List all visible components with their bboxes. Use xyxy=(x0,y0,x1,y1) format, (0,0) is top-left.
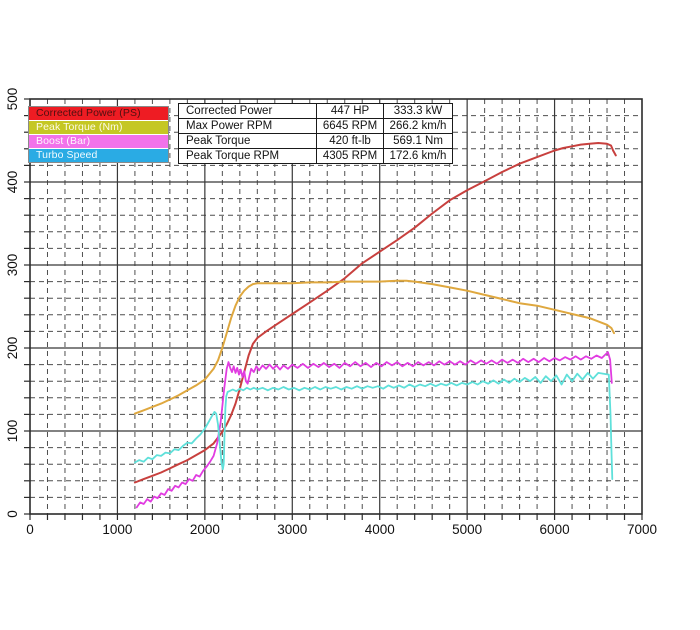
stat-value: 4305 RPM xyxy=(316,148,384,164)
y-axis-tick-label: 500 xyxy=(5,88,20,111)
stat-alt-value: 172.6 km/h xyxy=(383,148,453,164)
plot-border xyxy=(29,98,643,515)
stats-table: Corrected Power 447 HP 333.3 kW Max Powe… xyxy=(178,103,453,164)
y-axis-tick-label: 400 xyxy=(5,171,20,194)
stat-label: Corrected Power xyxy=(178,103,317,119)
stat-value: 6645 RPM xyxy=(316,118,384,134)
y-axis-tick-label: 300 xyxy=(5,254,20,277)
x-axis-tick-label: 1000 xyxy=(102,522,132,537)
stat-alt-value: 333.3 kW xyxy=(383,103,453,119)
legend-item-peak-torque: Peak Torque (Nm) xyxy=(29,121,168,134)
legend-item-boost: Boost (Bar) xyxy=(29,135,168,148)
x-axis-tick-label: 7000 xyxy=(627,522,657,537)
table-row: Peak Torque RPM 4305 RPM 172.6 km/h xyxy=(178,148,453,164)
x-axis-tick-label: 2000 xyxy=(190,522,220,537)
stat-label: Peak Torque xyxy=(178,133,317,149)
x-axis-tick-label: 0 xyxy=(26,522,34,537)
legend-item-corrected-power: Corrected Power (PS) xyxy=(29,107,168,120)
y-axis-tick-label: 200 xyxy=(5,337,20,360)
series-line-turbo-speed xyxy=(133,371,614,481)
y-axis-tick-label: 0 xyxy=(5,510,20,518)
x-axis-tick-label: 3000 xyxy=(277,522,307,537)
series-line-boost-bar xyxy=(135,351,613,509)
stat-alt-value: 569.1 Nm xyxy=(383,133,453,149)
x-axis-tick-label: 6000 xyxy=(540,522,570,537)
stat-value: 447 HP xyxy=(316,103,384,119)
table-row: Max Power RPM 6645 RPM 266.2 km/h xyxy=(178,118,453,134)
x-axis-tick-label: 4000 xyxy=(365,522,395,537)
table-row: Peak Torque 420 ft-lb 569.1 Nm xyxy=(178,133,453,149)
stat-label: Max Power RPM xyxy=(178,118,317,134)
series-line-peak-torque-nm xyxy=(133,279,615,415)
chart-legend: Corrected Power (PS) Peak Torque (Nm) Bo… xyxy=(28,106,169,163)
series-line-corrected-power-ps xyxy=(133,142,617,484)
table-row: Corrected Power 447 HP 333.3 kW xyxy=(178,103,453,119)
y-axis-tick-label: 100 xyxy=(5,420,20,443)
legend-item-turbo-speed: Turbo Speed xyxy=(29,149,168,162)
stat-value: 420 ft-lb xyxy=(316,133,384,149)
stat-label: Peak Torque RPM xyxy=(178,148,317,164)
x-axis-tick-label: 5000 xyxy=(452,522,482,537)
stat-alt-value: 266.2 km/h xyxy=(383,118,453,134)
